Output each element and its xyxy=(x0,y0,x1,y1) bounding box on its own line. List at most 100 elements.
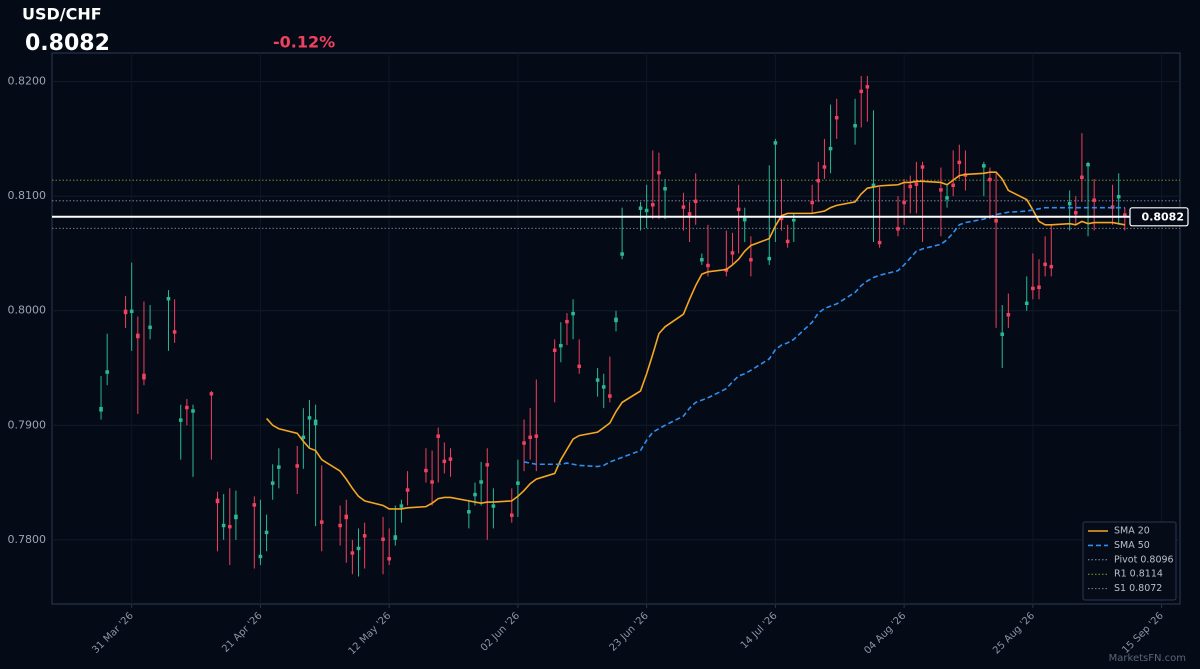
sma-line xyxy=(265,171,1125,510)
candle-body xyxy=(1043,262,1047,267)
candle-body xyxy=(657,170,661,175)
candle-body xyxy=(344,514,349,520)
candle-body xyxy=(871,183,876,188)
candle-body xyxy=(988,177,992,182)
candle-body xyxy=(479,480,483,484)
legend-label: S1 0.8072 xyxy=(1114,583,1162,594)
candle-body xyxy=(258,554,263,559)
candle-body xyxy=(920,165,925,169)
candle-body xyxy=(902,200,906,205)
watermark: MarketsFN.com xyxy=(1109,653,1186,664)
candle-body xyxy=(178,418,183,422)
legend-box xyxy=(1082,521,1177,601)
candle-body xyxy=(595,378,600,382)
candle-body xyxy=(577,364,582,369)
candle-body xyxy=(601,385,606,389)
pair-title: USD/CHF xyxy=(22,5,102,24)
candle-body xyxy=(448,457,453,461)
candle-body xyxy=(185,405,189,410)
candle-body xyxy=(914,182,919,186)
candle-body xyxy=(528,435,532,440)
candle-body xyxy=(356,546,361,551)
candle-body xyxy=(877,240,882,245)
candle-body xyxy=(828,146,833,151)
candle-body xyxy=(644,208,649,213)
price-tag-box xyxy=(1129,207,1189,227)
candle-body xyxy=(473,492,477,497)
candle-body xyxy=(142,373,146,380)
candle-body xyxy=(681,205,686,209)
candle-body xyxy=(687,212,692,216)
candle-body xyxy=(215,498,220,504)
candle-body xyxy=(700,258,704,262)
legend-label: Pivot 0.8096 xyxy=(1114,554,1174,565)
candle-body xyxy=(430,480,434,484)
y-tick-label: 0.7900 xyxy=(8,418,47,431)
last-price: 0.8082 xyxy=(25,31,110,56)
candle-body xyxy=(105,370,109,374)
candle-body xyxy=(295,464,300,468)
candle-body xyxy=(822,165,827,169)
candle-body xyxy=(129,309,134,314)
candle-body xyxy=(1092,198,1096,202)
candle-body xyxy=(442,459,447,464)
candle-body xyxy=(638,206,643,210)
candle-body xyxy=(467,510,471,514)
legend-label: SMA 50 xyxy=(1114,540,1150,551)
candle-body xyxy=(614,317,618,323)
candle-body xyxy=(853,124,857,128)
candle-body xyxy=(362,534,367,538)
candle-body xyxy=(571,311,575,316)
candle-body xyxy=(381,537,385,541)
candle-body xyxy=(749,258,753,262)
candle-body xyxy=(424,468,428,473)
candle-body xyxy=(565,319,569,324)
candle-body xyxy=(350,551,355,555)
candle-body xyxy=(650,203,655,207)
candle-body xyxy=(939,188,943,192)
candle-body xyxy=(693,199,698,204)
candle-body xyxy=(509,513,514,517)
candle-body xyxy=(1123,213,1127,217)
candle-body xyxy=(491,504,496,508)
candle-body xyxy=(736,207,741,212)
candle-body xyxy=(957,160,962,165)
candle-body xyxy=(785,239,790,244)
candle-body xyxy=(252,503,257,507)
y-tick-label: 0.8100 xyxy=(8,189,47,202)
candle-body xyxy=(99,406,103,412)
legend-label: SMA 20 xyxy=(1114,526,1150,537)
candle-body xyxy=(810,200,814,205)
candle-body xyxy=(945,196,949,200)
candle-body xyxy=(534,434,539,438)
candle-body xyxy=(277,465,281,469)
candle-body xyxy=(951,183,955,188)
candle-body xyxy=(982,164,986,168)
candle-body xyxy=(706,263,710,268)
candle-body xyxy=(896,227,900,231)
candle-body xyxy=(1031,286,1035,291)
candle-body xyxy=(1086,162,1090,167)
candle-body xyxy=(1049,264,1054,269)
candle-body xyxy=(123,309,128,315)
candle-body xyxy=(136,333,140,339)
candle-body xyxy=(779,216,784,221)
candle-body xyxy=(485,463,490,467)
candle-body xyxy=(234,514,238,520)
candle-body xyxy=(608,394,612,398)
candle-body xyxy=(319,520,324,524)
candle-body xyxy=(773,141,778,145)
candle-body xyxy=(405,488,410,492)
candle-body xyxy=(908,184,913,189)
candle-body xyxy=(191,409,195,413)
candle-body xyxy=(767,256,772,261)
candle-body xyxy=(172,330,177,334)
candle-body xyxy=(270,481,275,485)
candle-body xyxy=(865,85,870,89)
candle-body xyxy=(1116,195,1121,199)
candle-body xyxy=(1037,285,1041,289)
y-tick-label: 0.8000 xyxy=(8,304,47,317)
candle-body xyxy=(834,116,839,120)
